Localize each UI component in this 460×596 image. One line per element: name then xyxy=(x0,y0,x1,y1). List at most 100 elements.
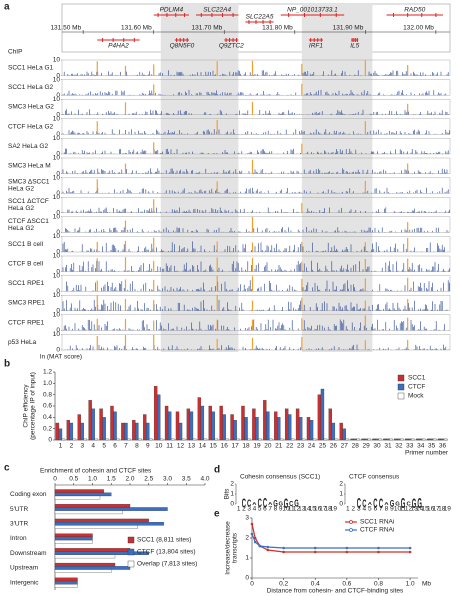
bar xyxy=(309,420,314,441)
track-frame xyxy=(61,98,451,115)
position-label: 17 xyxy=(433,506,441,513)
track-tick-label: 10 xyxy=(53,57,61,64)
point xyxy=(253,536,257,540)
bar xyxy=(339,422,343,441)
bar xyxy=(138,438,142,441)
coordinate-label: 131.70 Mb xyxy=(192,25,223,32)
legend-label: Mock xyxy=(408,393,424,400)
bar xyxy=(61,438,66,441)
track-tick-label: 0 xyxy=(56,268,60,275)
y-tick-label: 0.6 xyxy=(43,403,52,410)
bar xyxy=(269,438,273,441)
track-tick-label: 10 xyxy=(53,312,61,319)
logo-title: Cohesin consensus (SCC1) xyxy=(240,474,320,481)
bar xyxy=(284,408,289,441)
bar xyxy=(361,438,365,441)
x-tick-label: 5 xyxy=(102,443,106,450)
legend-swatch xyxy=(127,560,135,568)
bar xyxy=(429,438,434,441)
gene-name: NP_001013733.1 xyxy=(287,7,338,14)
bar xyxy=(143,414,147,441)
position-label: 3 xyxy=(247,506,251,513)
bar xyxy=(312,438,317,441)
x-tick-label: 32 xyxy=(395,443,403,450)
logo-letter: C xyxy=(362,497,366,509)
logo-letter: C xyxy=(242,497,246,511)
track-frame xyxy=(61,295,451,312)
bar xyxy=(411,438,415,441)
bar xyxy=(54,566,131,570)
bar xyxy=(334,438,339,441)
gene-name: Q8N5F0 xyxy=(170,43,195,50)
signal xyxy=(62,109,449,115)
y-tick-label: 3′UTR xyxy=(10,521,28,528)
bar xyxy=(443,438,448,441)
y-tick-label: 0.4 xyxy=(43,414,52,421)
track-name: SMC3 RPE1 xyxy=(8,300,45,307)
bar xyxy=(394,438,398,441)
bar xyxy=(397,438,401,441)
bar xyxy=(433,438,437,441)
logo-letter: C xyxy=(373,497,377,511)
bar xyxy=(298,417,303,441)
bar xyxy=(54,518,149,523)
position-label: 7 xyxy=(268,506,272,513)
bar xyxy=(200,405,205,441)
bar xyxy=(175,411,180,441)
position-label: 7 xyxy=(379,506,383,513)
x-tick-label: 7 xyxy=(124,443,128,450)
bar xyxy=(105,438,109,441)
bar xyxy=(356,438,360,441)
track-name: SCC1 RPE1 xyxy=(8,280,45,287)
point xyxy=(377,550,380,554)
y-tick-label: 2 xyxy=(339,481,343,488)
y-axis-label: (percentage IP of input) xyxy=(30,372,37,440)
logo-letter: A xyxy=(384,502,389,507)
gene-name: IL5 xyxy=(350,43,359,50)
bar xyxy=(328,408,332,441)
position-label: 3 xyxy=(357,506,361,513)
bar xyxy=(94,438,98,441)
track-name: CTCF RPE1 xyxy=(8,319,45,326)
track-name: CTCF HeLa G2 xyxy=(8,123,54,130)
bar xyxy=(197,397,201,441)
y-tick-label: 0 xyxy=(339,501,343,508)
signal xyxy=(63,70,449,76)
track-name: HeLa G2 xyxy=(8,225,34,232)
y-tick-label: 2 xyxy=(230,481,234,488)
y-tick-label: 0.2 xyxy=(43,425,52,432)
x-tick-label: 10 xyxy=(155,443,163,450)
x-tick-label: 20 xyxy=(264,443,272,450)
gene-name: P4HA2 xyxy=(108,43,129,50)
x-tick-label: 1.0 xyxy=(406,581,415,588)
legend-label: CTCF RNAi xyxy=(360,527,394,534)
bar xyxy=(222,414,226,441)
bar xyxy=(274,411,278,441)
bar xyxy=(149,438,153,441)
signal xyxy=(62,187,449,194)
bar xyxy=(323,438,328,441)
bar xyxy=(54,533,93,538)
bar xyxy=(426,438,431,441)
point xyxy=(282,550,285,554)
track-frame xyxy=(61,138,451,155)
logo-letter: G xyxy=(284,496,289,512)
signal xyxy=(62,260,450,272)
bar xyxy=(54,510,123,515)
bar xyxy=(99,408,103,441)
y-tick-label: Downstream xyxy=(10,550,46,557)
track-name: HeLa G2 xyxy=(8,186,34,193)
bar xyxy=(77,414,81,441)
position-label: 17 xyxy=(319,506,327,513)
bar xyxy=(153,386,158,441)
point xyxy=(408,550,412,554)
bar xyxy=(54,489,104,493)
x-tick-label: 27 xyxy=(341,443,349,450)
bar xyxy=(225,438,229,441)
bar xyxy=(127,438,131,441)
track-tick-label: 10 xyxy=(53,292,61,299)
bar xyxy=(69,422,74,441)
point xyxy=(266,545,270,549)
bar xyxy=(110,405,114,441)
point xyxy=(345,546,349,550)
